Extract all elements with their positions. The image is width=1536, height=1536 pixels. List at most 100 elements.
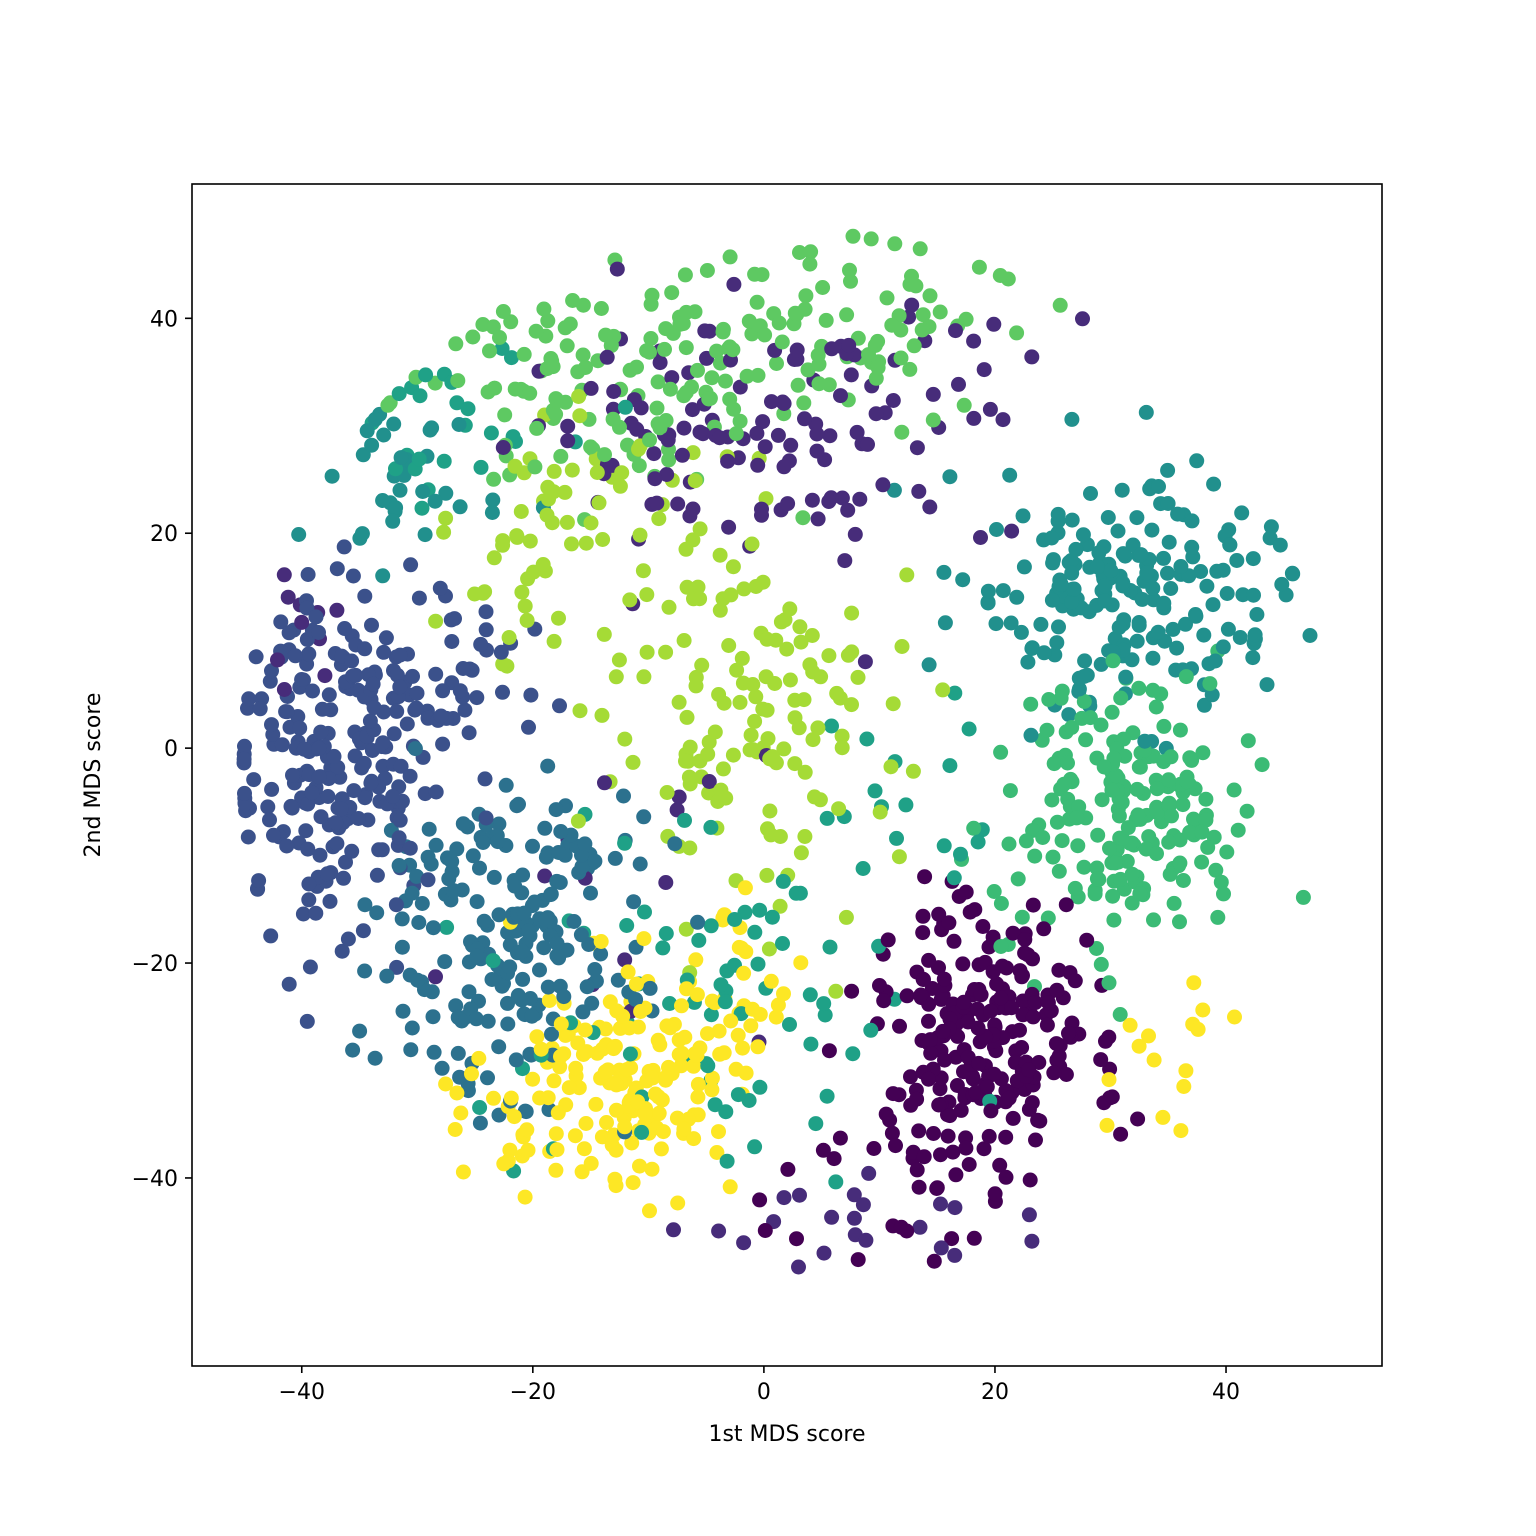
scatter-point <box>747 924 763 940</box>
scatter-point <box>334 943 350 959</box>
scatter-point <box>356 755 372 771</box>
scatter-point <box>1049 814 1065 830</box>
scatter-point <box>1101 975 1117 991</box>
scatter-point <box>612 419 627 435</box>
scatter-point <box>617 399 633 415</box>
scatter-point <box>998 1129 1014 1145</box>
scatter-point <box>1119 853 1135 869</box>
scatter-point <box>357 641 373 657</box>
scatter-point <box>344 653 360 669</box>
scatter-point <box>500 1016 516 1032</box>
scatter-point <box>891 849 907 865</box>
scatter-point <box>599 349 615 365</box>
y-tick-label: 40 <box>150 307 178 332</box>
scatter-point <box>386 726 402 742</box>
scatter-point <box>628 976 644 992</box>
scatter-point <box>300 796 316 812</box>
scatter-point <box>757 1223 773 1238</box>
scatter-point <box>492 330 507 345</box>
scatter-point <box>752 1192 768 1208</box>
scatter-point <box>264 781 280 797</box>
scatter-point <box>559 338 575 354</box>
scatter-point <box>1093 1052 1109 1068</box>
scatter-point <box>1239 803 1255 819</box>
scatter-point <box>976 1141 992 1157</box>
scatter-point <box>507 381 523 397</box>
scatter-point <box>1069 810 1085 826</box>
scatter-point <box>408 700 424 716</box>
scatter-point <box>941 915 957 931</box>
scatter-point <box>550 1105 566 1121</box>
scatter-point <box>1137 733 1153 749</box>
scatter-point <box>636 931 652 947</box>
scatter-point <box>1036 645 1052 661</box>
scatter-point <box>1005 1110 1021 1126</box>
scatter-point <box>662 1020 678 1036</box>
scatter-point <box>1036 921 1052 937</box>
scatter-point <box>1025 897 1041 913</box>
scatter-point <box>921 1071 936 1087</box>
scatter-point <box>465 848 481 864</box>
scatter-point <box>834 490 850 506</box>
scatter-point <box>519 612 535 628</box>
scatter-point <box>270 652 285 668</box>
scatter-point <box>1054 833 1070 849</box>
scatter-point <box>1229 553 1245 568</box>
scatter-point <box>548 406 564 422</box>
scatter-point <box>847 526 863 542</box>
scatter-point <box>455 816 471 832</box>
scatter-point <box>1156 550 1171 566</box>
scatter-point <box>1064 512 1080 528</box>
scatter-point <box>822 428 838 444</box>
scatter-point <box>1215 639 1231 655</box>
scatter-point <box>329 561 345 577</box>
scatter-point <box>636 669 652 685</box>
scatter-point <box>824 718 839 734</box>
scatter-point <box>975 919 991 934</box>
scatter-point <box>815 1142 831 1158</box>
scatter-point <box>403 557 419 573</box>
scatter-point <box>729 662 745 678</box>
scatter-point <box>448 998 464 1014</box>
scatter-point <box>749 294 765 310</box>
scatter-point <box>1178 616 1193 632</box>
scatter-point <box>1052 297 1068 313</box>
scatter-point <box>875 477 891 493</box>
scatter-point <box>1070 838 1086 854</box>
scatter-point <box>1067 880 1083 896</box>
scatter-point <box>362 713 378 729</box>
scatter-point <box>411 451 427 467</box>
scatter-point <box>438 485 454 501</box>
scatter-point <box>1130 807 1146 823</box>
scatter-point <box>760 731 776 747</box>
scatter-point <box>811 376 827 392</box>
scatter-point <box>452 1069 468 1085</box>
scatter-point <box>782 601 798 617</box>
scatter-point <box>727 912 743 927</box>
x-tick-label: 40 <box>1212 1380 1240 1405</box>
scatter-point <box>283 798 299 814</box>
scatter-point <box>354 526 370 542</box>
scatter-point <box>998 1169 1014 1185</box>
scatter-point <box>1196 627 1212 643</box>
scatter-point <box>502 959 518 975</box>
scatter-point <box>931 1097 947 1113</box>
scatter-point <box>260 799 276 815</box>
scatter-point <box>428 837 444 853</box>
scatter-point <box>1226 782 1242 798</box>
scatter-point <box>468 1011 484 1027</box>
scatter-point <box>575 347 591 363</box>
scatter-point <box>946 933 962 949</box>
scatter-point <box>792 1187 807 1203</box>
scatter-point <box>478 622 494 638</box>
scatter-point <box>1145 580 1161 596</box>
scatter-point <box>1166 895 1182 911</box>
scatter-point <box>619 918 635 933</box>
scatter-point <box>905 763 921 779</box>
scatter-point <box>1064 720 1080 735</box>
scatter-point <box>757 327 773 343</box>
scatter-point <box>726 401 742 417</box>
scatter-point <box>472 1100 488 1115</box>
scatter-point <box>766 752 782 768</box>
scatter-point <box>599 1115 614 1130</box>
